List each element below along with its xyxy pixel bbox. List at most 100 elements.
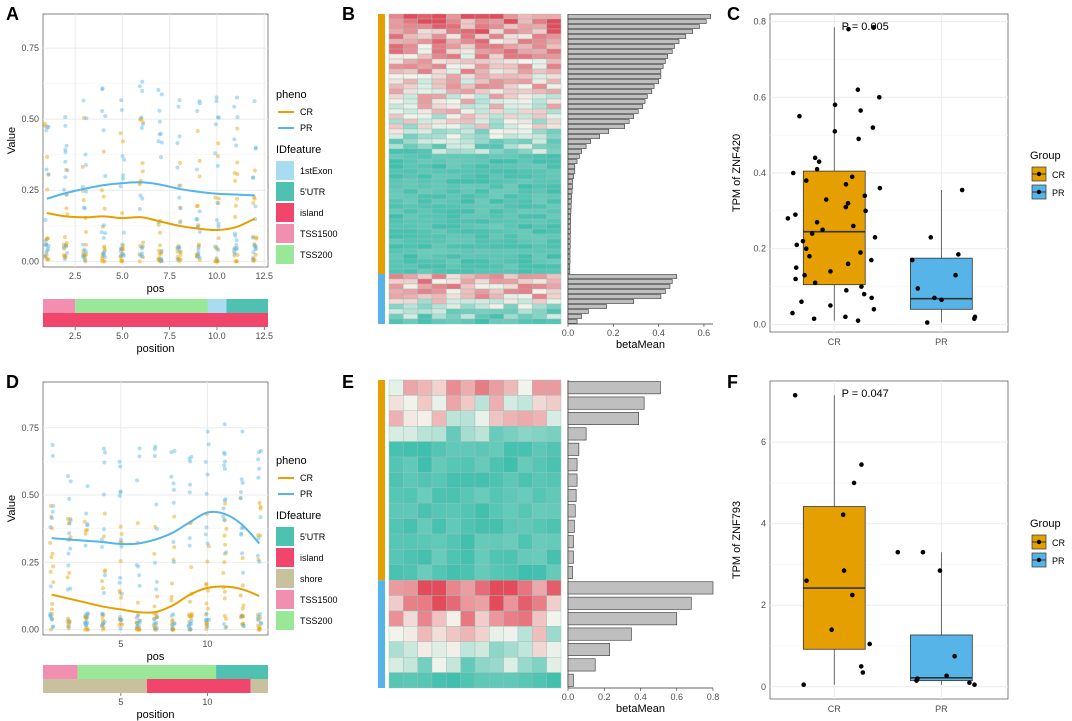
data-point-pr bbox=[159, 140, 164, 145]
data-point-pr bbox=[118, 490, 123, 495]
data-point-pr bbox=[103, 255, 108, 260]
heatmap-cell bbox=[431, 313, 447, 320]
data-point-pr bbox=[67, 521, 72, 526]
data-point-pr bbox=[157, 108, 162, 113]
data-point-pr bbox=[186, 623, 191, 628]
data-point-pr bbox=[255, 553, 260, 558]
data-point-pr bbox=[83, 622, 88, 627]
data-point-cr bbox=[45, 187, 50, 192]
x-tick-label: 5 bbox=[118, 639, 123, 649]
heatmap-cell bbox=[474, 133, 490, 140]
data-point-cr bbox=[234, 196, 239, 201]
heatmap-cell bbox=[446, 308, 461, 315]
heatmap-cell bbox=[517, 258, 533, 265]
heatmap-cell bbox=[546, 103, 562, 110]
heatmap-cell bbox=[431, 48, 447, 55]
heatmap-cell bbox=[431, 456, 447, 473]
heatmap-cell bbox=[503, 228, 519, 235]
data-point-pr bbox=[84, 511, 89, 516]
heatmap-cell bbox=[460, 518, 476, 535]
data-point-cr bbox=[140, 169, 145, 174]
data-point-pr bbox=[43, 254, 48, 259]
data-point-pr bbox=[140, 244, 145, 249]
data-point-pr bbox=[63, 147, 68, 152]
data-point-pr bbox=[84, 116, 89, 121]
heatmap-cell bbox=[532, 128, 547, 135]
data-point bbox=[858, 108, 863, 113]
heatmap-cell bbox=[460, 213, 476, 220]
data-point-pr bbox=[119, 253, 124, 258]
data-point-pr bbox=[170, 626, 175, 631]
data-point-pr bbox=[240, 480, 245, 485]
data-point-cr bbox=[135, 627, 140, 632]
heatmap-cell bbox=[403, 113, 418, 120]
data-point-pr bbox=[46, 125, 51, 130]
heatmap-cell bbox=[403, 218, 418, 225]
heatmap-cell bbox=[431, 238, 447, 245]
heatmap-cell bbox=[474, 18, 490, 25]
data-point-pr bbox=[252, 243, 257, 248]
heatmap-cell bbox=[431, 233, 447, 240]
data-point-cr bbox=[239, 613, 244, 618]
heatmap-cell bbox=[388, 103, 404, 110]
heatmap-cell bbox=[431, 178, 447, 185]
heatmap-cell bbox=[532, 208, 547, 215]
heatmap-cell bbox=[546, 68, 562, 75]
heatmap-cell bbox=[474, 238, 490, 245]
heatmap-cell bbox=[403, 178, 418, 185]
heatmap-cell bbox=[446, 198, 461, 205]
track-tick-label: 5.0 bbox=[116, 331, 129, 341]
data-point-cr bbox=[197, 258, 202, 263]
beta-mean-bar bbox=[567, 199, 572, 204]
heatmap-cell bbox=[431, 163, 447, 170]
data-point-pr bbox=[204, 491, 209, 496]
data-point-pr bbox=[235, 95, 240, 100]
data-point-pr bbox=[68, 479, 73, 484]
legend-label: PR bbox=[300, 123, 313, 133]
heatmap-cell bbox=[489, 549, 504, 566]
data-point-pr bbox=[169, 474, 174, 479]
heatmap-cell bbox=[403, 153, 418, 160]
data-point bbox=[972, 682, 977, 688]
data-point-pr bbox=[239, 525, 244, 530]
data-point-pr bbox=[120, 242, 125, 247]
legend-title-pheno: pheno bbox=[276, 89, 307, 101]
data-point-pr bbox=[215, 115, 220, 120]
data-point-pr bbox=[84, 189, 89, 194]
heatmap-cell bbox=[431, 13, 447, 20]
heatmap-cell bbox=[503, 233, 519, 240]
heatmap-cell bbox=[503, 58, 519, 65]
data-point-cr bbox=[206, 588, 211, 593]
data-point-cr bbox=[197, 158, 202, 163]
heatmap-cell bbox=[517, 213, 533, 220]
heatmap-cell bbox=[417, 441, 433, 458]
heatmap-cell bbox=[503, 193, 519, 200]
data-point-cr bbox=[158, 230, 163, 235]
data-point-cr bbox=[101, 612, 106, 617]
heatmap-cell bbox=[546, 188, 562, 195]
heatmap-cell bbox=[546, 595, 562, 612]
data-point bbox=[849, 174, 855, 180]
heatmap-cell bbox=[460, 303, 476, 310]
heatmap-cell bbox=[446, 188, 461, 195]
heatmap-cell bbox=[474, 288, 490, 295]
heatmap-cell bbox=[417, 88, 433, 95]
beta-mean-bar bbox=[567, 134, 601, 139]
heatmap-cell bbox=[503, 273, 519, 280]
heatmap-cell bbox=[503, 78, 519, 85]
heatmap-cell bbox=[403, 53, 418, 60]
heatmap-cell bbox=[503, 43, 519, 50]
heatmap-cell bbox=[417, 595, 433, 612]
heatmap-cell bbox=[431, 138, 447, 145]
heatmap-cell bbox=[532, 503, 547, 519]
data-point-cr bbox=[158, 258, 163, 263]
heatmap-cell bbox=[532, 243, 547, 250]
beta-mean-bar bbox=[567, 119, 630, 124]
beta-mean-bar bbox=[567, 49, 673, 54]
data-point bbox=[851, 480, 857, 486]
heatmap-cell bbox=[517, 208, 533, 215]
data-point-cr bbox=[102, 511, 107, 516]
heatmap-cell bbox=[546, 178, 562, 185]
data-point bbox=[844, 288, 849, 293]
heatmap-cell bbox=[489, 228, 504, 235]
